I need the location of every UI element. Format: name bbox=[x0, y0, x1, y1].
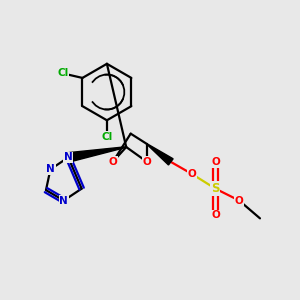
Polygon shape bbox=[68, 147, 126, 162]
Text: O: O bbox=[235, 196, 244, 206]
Text: O: O bbox=[211, 210, 220, 220]
Text: Cl: Cl bbox=[101, 132, 112, 142]
Polygon shape bbox=[147, 144, 173, 165]
Text: O: O bbox=[143, 157, 152, 167]
Text: O: O bbox=[187, 169, 196, 179]
Text: N: N bbox=[59, 196, 68, 206]
Text: S: S bbox=[211, 182, 220, 195]
Text: O: O bbox=[211, 157, 220, 167]
Text: N: N bbox=[64, 152, 73, 162]
Text: O: O bbox=[109, 157, 117, 167]
Text: N: N bbox=[46, 164, 55, 174]
Text: Cl: Cl bbox=[58, 68, 69, 79]
